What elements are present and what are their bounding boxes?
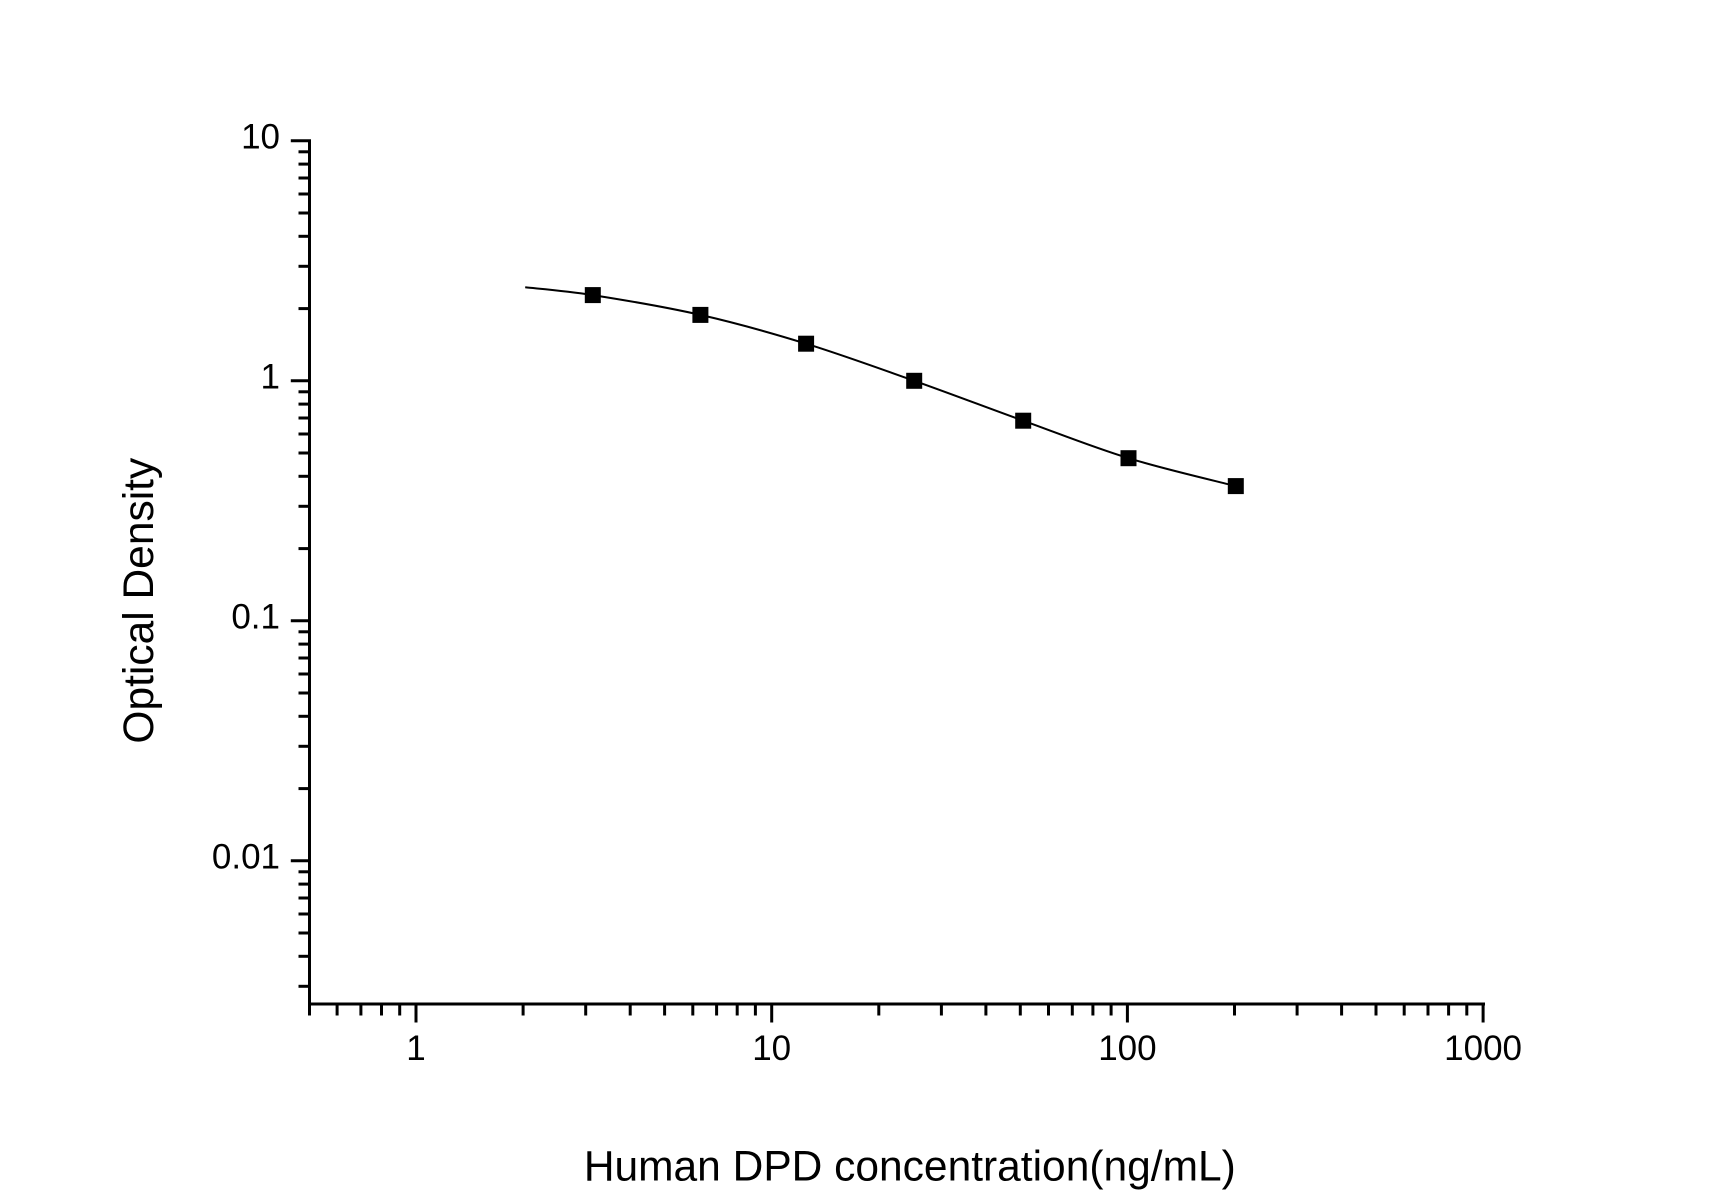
- svg-text:100: 100: [1098, 1029, 1156, 1068]
- svg-text:10: 10: [752, 1029, 791, 1068]
- svg-text:1: 1: [406, 1029, 425, 1068]
- svg-text:10: 10: [241, 117, 280, 156]
- svg-text:0.01: 0.01: [212, 837, 280, 876]
- svg-text:1: 1: [261, 357, 280, 396]
- svg-text:0.1: 0.1: [231, 597, 280, 636]
- svg-text:1000: 1000: [1444, 1029, 1522, 1068]
- svg-text:Optical Density: Optical Density: [116, 457, 163, 744]
- svg-text:Human DPD concentration(ng/mL): Human DPD concentration(ng/mL): [584, 1144, 1236, 1191]
